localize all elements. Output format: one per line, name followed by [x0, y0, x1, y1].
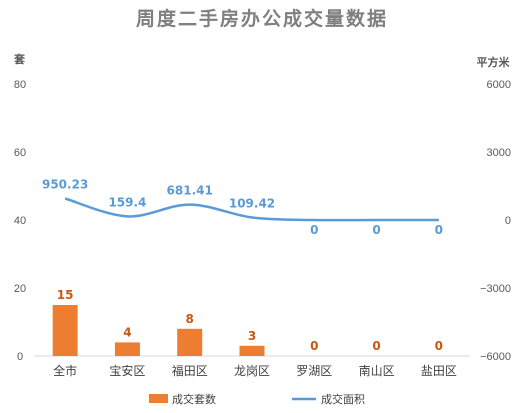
- right-tick-label: 0: [505, 215, 511, 227]
- left-tick-label: 0: [17, 351, 23, 363]
- bar-data-label: 0: [372, 339, 380, 353]
- bar: [177, 328, 203, 356]
- left-axis-label: 套: [14, 52, 26, 66]
- bar-data-label: 8: [186, 312, 194, 326]
- bar-data-label: 4: [123, 325, 131, 339]
- bar-data-label: 0: [435, 339, 443, 353]
- line-data-label: 950.23: [42, 177, 88, 191]
- category-label: 南山区: [359, 363, 395, 378]
- bar-data-label: 15: [57, 288, 74, 302]
- right-tick-label: −6000: [480, 351, 511, 363]
- area-line-series: [64, 197, 439, 222]
- right-tick-label: 3000: [487, 147, 511, 159]
- bar-series: [52, 305, 265, 356]
- bar-data-label: 3: [248, 329, 256, 343]
- line-data-label: 0: [310, 223, 318, 237]
- right-tick-label: −3000: [480, 283, 511, 295]
- left-tick-label: 60: [14, 147, 26, 159]
- line-data-labels: 950.23 159.4 681.41 109.42 0 0 0: [42, 177, 443, 237]
- bar-data-labels: 15 4 8 3 0 0 0: [57, 288, 443, 353]
- right-axis-ticks: −6000 −3000 0 3000 6000: [480, 79, 511, 363]
- line-data-label: 0: [435, 223, 443, 237]
- legend-swatch-bar: [149, 394, 168, 403]
- category-label: 宝安区: [109, 363, 145, 378]
- category-label: 全市: [53, 363, 77, 378]
- line-data-label: 109.42: [229, 197, 275, 211]
- bar-data-label: 0: [310, 339, 318, 353]
- bar: [239, 345, 265, 356]
- category-label: 盐田区: [421, 364, 457, 378]
- category-label: 罗湖区: [296, 363, 332, 378]
- bar: [114, 342, 140, 356]
- legend: 成交套数 成交面积: [149, 392, 365, 406]
- line-data-label: 0: [372, 223, 380, 237]
- bar: [52, 305, 78, 356]
- right-axis-label: 平方米: [477, 55, 511, 69]
- left-axis-ticks: 0 20 40 60 80: [14, 79, 26, 363]
- left-tick-label: 80: [14, 79, 26, 91]
- chart-title: 周度二手房办公成交量数据: [136, 7, 388, 30]
- category-label: 龙岗区: [234, 364, 270, 378]
- right-tick-label: 6000: [487, 79, 511, 91]
- category-label: 福田区: [172, 363, 208, 378]
- left-tick-label: 20: [14, 283, 26, 295]
- legend-label-bar: 成交套数: [172, 392, 216, 406]
- legend-label-line: 成交面积: [321, 392, 365, 406]
- line-data-label: 159.4: [108, 195, 146, 209]
- line-data-label: 681.41: [167, 184, 213, 198]
- left-tick-label: 40: [14, 215, 26, 227]
- category-labels: 全市 宝安区 福田区 龙岗区 罗湖区 南山区 盐田区: [53, 363, 457, 378]
